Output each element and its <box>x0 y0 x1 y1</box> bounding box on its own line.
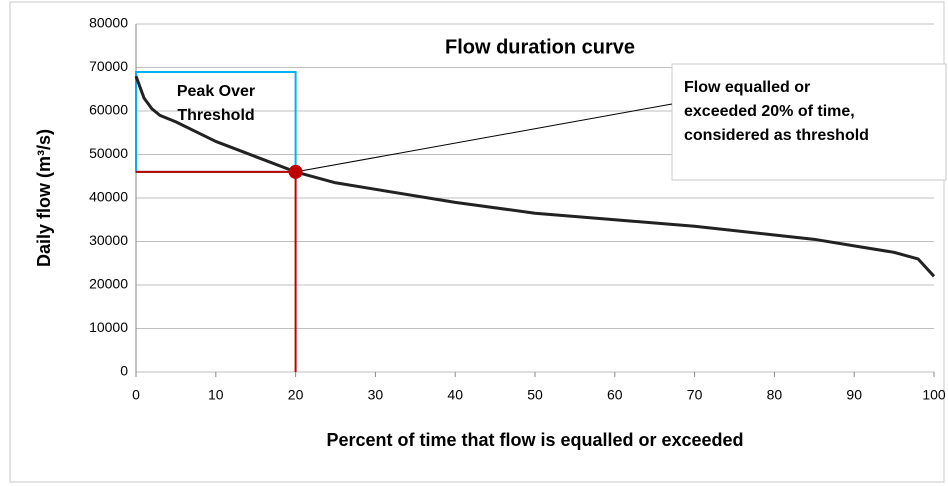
callout-text: exceeded 20% of time, <box>684 103 855 120</box>
x-tick-label: 90 <box>846 387 862 403</box>
x-tick-label: 0 <box>132 387 140 403</box>
x-tick-label: 20 <box>288 387 304 403</box>
x-tick-label: 60 <box>607 387 623 403</box>
y-tick-label: 20000 <box>89 276 128 292</box>
y-tick-label: 30000 <box>89 232 128 248</box>
x-tick-label: 10 <box>208 387 224 403</box>
y-tick-label: 10000 <box>89 319 128 335</box>
y-tick-label: 40000 <box>89 189 128 205</box>
y-axis-label: Daily flow (m³/s) <box>34 129 54 267</box>
x-tick-label: 80 <box>767 387 783 403</box>
callout-text: Flow equalled or <box>684 79 810 96</box>
pot-box-label: Peak Over <box>177 83 255 100</box>
pot-box-label: Threshold <box>177 107 254 124</box>
y-tick-label: 70000 <box>89 58 128 74</box>
x-tick-label: 100 <box>922 387 946 403</box>
flow-line <box>134 75 936 278</box>
threshold-point <box>288 164 303 179</box>
x-axis-label: Percent of time that flow is equalled or… <box>326 430 743 450</box>
chart-title: Flow duration curve <box>445 36 635 58</box>
x-tick-label: 40 <box>447 387 463 403</box>
x-tick-label: 30 <box>368 387 384 403</box>
x-tick-label: 50 <box>527 387 543 403</box>
x-tick-label: 70 <box>687 387 703 403</box>
callout-box <box>671 63 947 181</box>
y-tick-label: 60000 <box>89 102 128 118</box>
callout-text: considered as threshold <box>684 127 869 144</box>
y-tick-label: 0 <box>120 363 128 379</box>
chart-border <box>9 1 945 483</box>
y-tick-label: 80000 <box>89 15 128 31</box>
callout-line <box>295 103 673 173</box>
y-tick-label: 50000 <box>89 145 128 161</box>
